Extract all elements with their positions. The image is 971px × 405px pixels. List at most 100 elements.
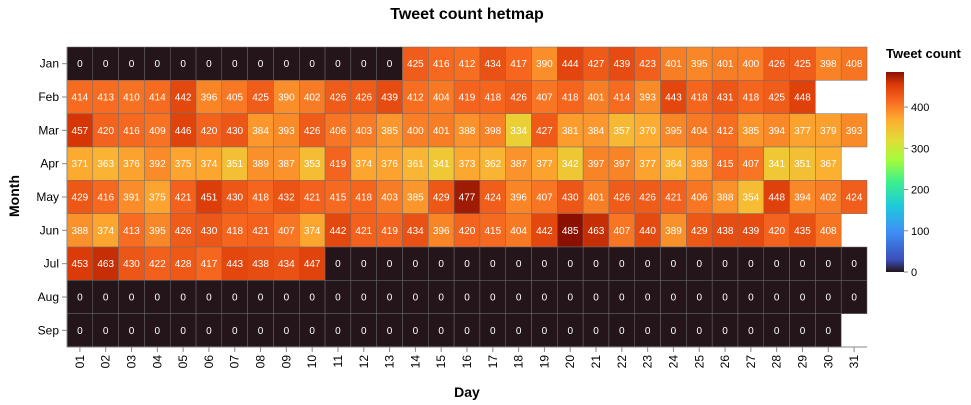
cell-label: 440 xyxy=(639,226,656,237)
heatmap-cell xyxy=(608,46,635,81)
x-axis-title: Day xyxy=(454,384,480,400)
heatmap-cell xyxy=(195,80,223,114)
cell-label: 434 xyxy=(407,226,424,237)
cell-label: 457 xyxy=(72,126,89,137)
cell-label: 0 xyxy=(103,326,109,337)
cell-label: 0 xyxy=(361,259,367,270)
chart-title: Tweet count hetmap xyxy=(390,6,544,23)
heatmap-cell xyxy=(737,213,765,248)
cell-label: 425 xyxy=(768,93,785,104)
cell-label: 0 xyxy=(826,326,832,337)
heatmap-cell xyxy=(737,146,765,181)
cell-label: 416 xyxy=(97,193,114,204)
cell-label: 407 xyxy=(536,93,553,104)
x-tick-label: 23 xyxy=(641,355,655,369)
cell-label: 0 xyxy=(361,59,367,70)
heatmap-cell xyxy=(763,46,790,81)
cell-label: 429 xyxy=(691,226,708,237)
x-tick-label: 07 xyxy=(228,355,242,369)
cell-label: 421 xyxy=(175,193,192,204)
cell-label: 421 xyxy=(304,193,321,204)
cell-label: 0 xyxy=(387,326,393,337)
cell-label: 485 xyxy=(562,226,579,237)
cell-label: 446 xyxy=(175,126,192,137)
heatmap-cell xyxy=(686,180,713,214)
cell-label: 0 xyxy=(516,326,522,337)
cell-label: 388 xyxy=(717,193,734,204)
cell-label: 412 xyxy=(407,93,424,104)
cell-label: 391 xyxy=(123,193,140,204)
heatmap-cell xyxy=(350,246,377,281)
heatmap-cell xyxy=(634,46,661,81)
cell-label: 418 xyxy=(355,193,372,204)
cell-label: 0 xyxy=(851,293,857,304)
x-tick-label: 27 xyxy=(744,355,758,369)
heatmap-cell xyxy=(479,180,506,214)
heatmap-cell xyxy=(428,113,455,148)
cell-label: 413 xyxy=(123,226,140,237)
y-axis-title: Month xyxy=(6,175,22,217)
heatmap-cell xyxy=(402,46,429,81)
x-tick-label: 24 xyxy=(666,355,680,369)
heatmap-cell xyxy=(273,213,300,248)
heatmap-cell xyxy=(531,46,558,81)
heatmap-cell xyxy=(169,180,197,214)
heatmap-cell xyxy=(273,246,300,281)
cell-label: 405 xyxy=(226,93,243,104)
x-tick-label: 20 xyxy=(563,355,577,369)
cell-label: 401 xyxy=(433,126,450,137)
cell-label: 384 xyxy=(588,126,605,137)
cell-label: 0 xyxy=(593,259,599,270)
cell-label: 0 xyxy=(645,293,651,304)
heatmap-cell xyxy=(92,180,119,214)
heatmap-cell xyxy=(428,313,455,348)
cell-label: 398 xyxy=(820,59,837,70)
cell-label: 370 xyxy=(639,126,656,137)
heatmap-cell xyxy=(428,246,455,281)
cell-label: 426 xyxy=(639,193,656,204)
cell-label: 416 xyxy=(433,59,450,70)
cell-label: 400 xyxy=(407,126,424,137)
cell-label: 393 xyxy=(278,126,295,137)
heatmap-cell xyxy=(531,313,558,348)
heatmap-cell xyxy=(169,280,197,314)
y-tick-label: Jul xyxy=(44,257,59,271)
cell-label: 393 xyxy=(846,126,863,137)
cell-label: 0 xyxy=(774,293,780,304)
heatmap-cell xyxy=(324,246,352,281)
x-axis: 01 02 03 04 05 06 07 08 09 10 11 12 13 14 15 16 17 18 19 20… xyxy=(67,346,867,369)
cell-label: 0 xyxy=(671,293,677,304)
heatmap-cell xyxy=(402,80,429,114)
heatmap-cell xyxy=(376,146,403,181)
cell-label: 439 xyxy=(381,93,398,104)
heatmap-cell xyxy=(273,146,300,181)
heatmap-cell xyxy=(505,80,532,114)
cell-label: 417 xyxy=(201,259,218,270)
cell-label: 341 xyxy=(768,159,785,170)
heatmap-cell xyxy=(711,280,739,314)
cell-label: 395 xyxy=(665,126,682,137)
y-tick-label: Feb xyxy=(38,90,59,104)
heatmap-cell xyxy=(840,246,868,281)
y-tick-label: Jan xyxy=(40,57,59,71)
heatmap-cell xyxy=(737,280,765,314)
y-tick-label: Sep xyxy=(38,323,60,337)
heatmap-cell xyxy=(169,146,197,181)
cell-label: 426 xyxy=(510,93,527,104)
cell-label: 0 xyxy=(258,293,264,304)
cell-label: 403 xyxy=(355,126,372,137)
cell-label: 426 xyxy=(613,193,630,204)
cell-label: 0 xyxy=(748,259,754,270)
colorbar-tick-label: 400 xyxy=(911,102,929,114)
cell-label: 442 xyxy=(175,93,192,104)
cell-label: 357 xyxy=(613,126,630,137)
cell-label: 422 xyxy=(149,259,166,270)
cell-label: 443 xyxy=(665,93,682,104)
heatmap-cell xyxy=(247,113,274,148)
cell-label: 0 xyxy=(542,293,548,304)
heatmap-cell xyxy=(350,280,377,314)
cell-label: 351 xyxy=(794,159,811,170)
cell-label: 0 xyxy=(284,326,290,337)
cell-label: 463 xyxy=(588,226,605,237)
cell-label: 364 xyxy=(665,159,682,170)
